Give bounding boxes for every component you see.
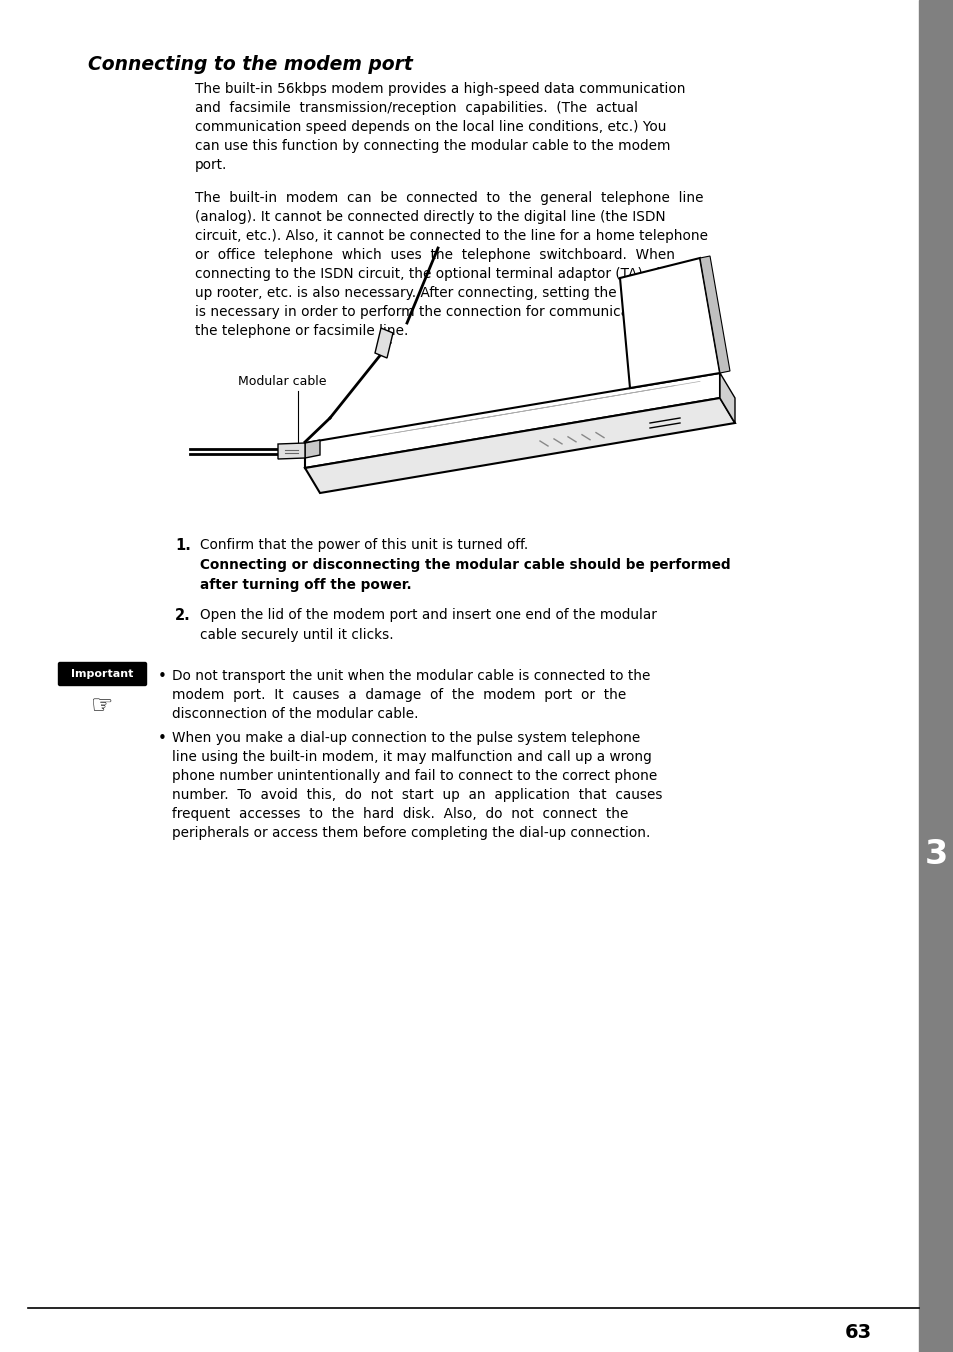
Text: communication speed depends on the local line conditions, etc.) You: communication speed depends on the local… [194, 120, 666, 134]
Polygon shape [305, 397, 734, 493]
Text: cable securely until it clicks.: cable securely until it clicks. [200, 627, 394, 642]
Polygon shape [720, 373, 734, 423]
Text: phone number unintentionally and fail to connect to the correct phone: phone number unintentionally and fail to… [172, 769, 657, 783]
Text: Connecting or disconnecting the modular cable should be performed: Connecting or disconnecting the modular … [200, 558, 730, 572]
Text: •: • [157, 669, 166, 684]
Text: The built-in 56kbps modem provides a high-speed data communication: The built-in 56kbps modem provides a hig… [194, 82, 685, 96]
Bar [918, 0, 953, 1352]
Text: disconnection of the modular cable.: disconnection of the modular cable. [172, 707, 418, 721]
Text: or  office  telephone  which  uses  the  telephone  switchboard.  When: or office telephone which uses the telep… [194, 247, 675, 262]
Text: The  built-in  modem  can  be  connected  to  the  general  telephone  line: The built-in modem can be connected to t… [194, 191, 702, 206]
Polygon shape [375, 329, 393, 358]
Text: can use this function by connecting the modular cable to the modem: can use this function by connecting the … [194, 139, 670, 153]
FancyBboxPatch shape [58, 662, 147, 685]
Text: port.: port. [194, 158, 227, 172]
Text: Modular cable: Modular cable [237, 375, 326, 388]
Text: 3: 3 [923, 838, 946, 872]
Text: number.  To  avoid  this,  do  not  start  up  an  application  that  causes: number. To avoid this, do not start up a… [172, 788, 661, 802]
Text: 2.: 2. [174, 608, 191, 623]
Text: 63: 63 [843, 1324, 871, 1343]
Polygon shape [305, 373, 720, 468]
Text: peripherals or access them before completing the dial-up connection.: peripherals or access them before comple… [172, 826, 650, 840]
Text: •: • [157, 731, 166, 746]
Text: (analog). It cannot be connected directly to the digital line (the ISDN: (analog). It cannot be connected directl… [194, 210, 665, 224]
Text: Connecting to the modem port: Connecting to the modem port [88, 55, 413, 74]
Text: modem  port.  It  causes  a  damage  of  the  modem  port  or  the: modem port. It causes a damage of the mo… [172, 688, 625, 702]
Text: 1.: 1. [174, 538, 191, 553]
Text: up rooter, etc. is also necessary. After connecting, setting the software: up rooter, etc. is also necessary. After… [194, 287, 679, 300]
Polygon shape [277, 443, 305, 458]
Text: When you make a dial-up connection to the pulse system telephone: When you make a dial-up connection to th… [172, 731, 639, 745]
Polygon shape [700, 256, 729, 373]
Text: and  facsimile  transmission/reception  capabilities.  (The  actual: and facsimile transmission/reception cap… [194, 101, 638, 115]
Text: Confirm that the power of this unit is turned off.: Confirm that the power of this unit is t… [200, 538, 528, 552]
Text: ☞: ☞ [91, 694, 113, 718]
Text: after turning off the power.: after turning off the power. [200, 579, 411, 592]
Text: circuit, etc.). Also, it cannot be connected to the line for a home telephone: circuit, etc.). Also, it cannot be conne… [194, 228, 707, 243]
Text: the telephone or facsimile line.: the telephone or facsimile line. [194, 324, 408, 338]
Text: Do not transport the unit when the modular cable is connected to the: Do not transport the unit when the modul… [172, 669, 650, 683]
Text: is necessary in order to perform the connection for communication via: is necessary in order to perform the con… [194, 306, 679, 319]
Polygon shape [619, 258, 720, 388]
Text: line using the built-in modem, it may malfunction and call up a wrong: line using the built-in modem, it may ma… [172, 750, 651, 764]
Text: Important: Important [71, 669, 133, 679]
Text: frequent  accesses  to  the  hard  disk.  Also,  do  not  connect  the: frequent accesses to the hard disk. Also… [172, 807, 628, 821]
Polygon shape [305, 439, 319, 458]
Text: connecting to the ISDN circuit, the optional terminal adaptor (TA), dial-: connecting to the ISDN circuit, the opti… [194, 266, 680, 281]
Text: Open the lid of the modem port and insert one end of the modular: Open the lid of the modem port and inser… [200, 608, 657, 622]
